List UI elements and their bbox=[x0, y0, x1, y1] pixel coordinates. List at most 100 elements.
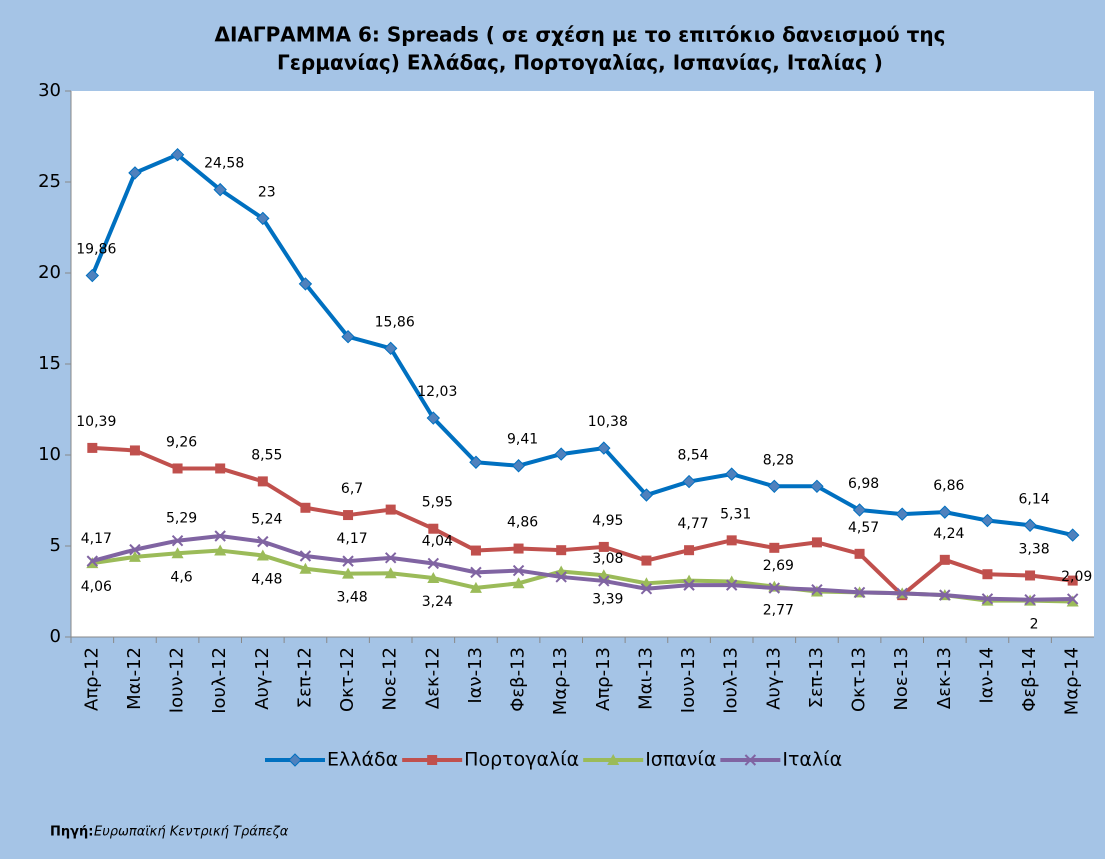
marker bbox=[470, 545, 481, 556]
marker bbox=[982, 569, 993, 580]
y-tick-label: 25 bbox=[38, 171, 61, 192]
marker bbox=[129, 445, 140, 456]
data-label: 5,29 bbox=[166, 511, 197, 527]
marker bbox=[1025, 570, 1036, 581]
marker bbox=[343, 510, 354, 521]
data-label: 8,55 bbox=[251, 447, 282, 463]
data-label: 4,95 bbox=[592, 513, 623, 529]
x-tick-label: Απρ-13 bbox=[593, 647, 614, 711]
x-tick-label: Οκτ-13 bbox=[849, 647, 870, 712]
marker bbox=[724, 467, 739, 481]
plot-area bbox=[71, 91, 1094, 637]
x-tick-label: Ιαν-13 bbox=[465, 647, 486, 704]
marker bbox=[512, 577, 525, 589]
marker bbox=[938, 505, 952, 519]
marker bbox=[256, 549, 269, 561]
data-label: 19,86 bbox=[76, 242, 116, 258]
data-label: 12,03 bbox=[417, 384, 457, 400]
series: 4,17 5,29 5,24 4,17 4,04 3,08 2,69 2,09 bbox=[81, 511, 1092, 606]
data-label: 3,39 bbox=[592, 591, 623, 607]
data-label: 4,77 bbox=[677, 516, 708, 532]
data-label: 5,95 bbox=[422, 495, 453, 511]
legend-label: Πορτογαλία bbox=[464, 749, 579, 771]
marker bbox=[470, 566, 482, 579]
data-label: 6,86 bbox=[933, 478, 964, 494]
x-tick-label: Ιουν-12 bbox=[167, 647, 188, 713]
y-tick-label: 0 bbox=[50, 626, 61, 647]
x-tick-label: Σεπ-12 bbox=[294, 647, 315, 708]
data-label: 6,14 bbox=[1018, 491, 1049, 507]
marker bbox=[256, 211, 270, 226]
marker bbox=[895, 507, 909, 521]
marker bbox=[128, 166, 142, 180]
marker bbox=[86, 555, 99, 567]
legend-label: Ιταλία bbox=[782, 749, 842, 771]
marker bbox=[639, 488, 654, 502]
data-label: 2,69 bbox=[763, 558, 794, 574]
marker bbox=[383, 341, 398, 356]
x-tick-label: Μαρ-13 bbox=[550, 647, 571, 715]
x-tick-label: Ιουν-13 bbox=[678, 647, 699, 713]
data-label: 2 bbox=[1030, 617, 1039, 633]
marker bbox=[214, 544, 227, 556]
data-label: 23 bbox=[258, 184, 276, 200]
marker bbox=[87, 442, 98, 453]
marker bbox=[426, 411, 441, 425]
marker bbox=[768, 582, 781, 594]
data-label: 10,39 bbox=[76, 414, 116, 430]
y-tick-label: 10 bbox=[38, 444, 61, 465]
marker bbox=[213, 182, 227, 197]
data-label: 4,17 bbox=[336, 531, 367, 547]
data-label: 4,24 bbox=[933, 526, 964, 542]
marker bbox=[1067, 575, 1078, 586]
marker bbox=[298, 277, 313, 291]
marker bbox=[300, 502, 311, 513]
data-label: 3,48 bbox=[336, 590, 367, 606]
y-tick-label: 5 bbox=[50, 535, 61, 556]
marker bbox=[597, 441, 611, 455]
marker bbox=[554, 447, 568, 461]
marker bbox=[299, 562, 312, 574]
marker bbox=[725, 579, 738, 591]
marker bbox=[896, 587, 908, 600]
data-label: 10,38 bbox=[588, 414, 628, 430]
data-label: 8,28 bbox=[763, 452, 794, 468]
marker bbox=[170, 147, 185, 162]
marker bbox=[512, 564, 525, 577]
data-label: 4,48 bbox=[251, 571, 282, 587]
y-tick-label: 15 bbox=[38, 353, 61, 374]
data-label: 6,7 bbox=[341, 481, 363, 497]
y-tick-label: 30 bbox=[38, 80, 61, 101]
data-label: 2,77 bbox=[763, 603, 794, 619]
marker bbox=[384, 567, 397, 579]
marker bbox=[683, 579, 695, 591]
data-label: 5,31 bbox=[720, 506, 751, 522]
marker bbox=[85, 268, 100, 283]
marker bbox=[1066, 595, 1079, 607]
data-label: 8,54 bbox=[677, 448, 708, 464]
marker bbox=[641, 555, 652, 566]
x-tick-label: Ιαν-14 bbox=[976, 647, 997, 704]
x-tick-label: Φεβ-13 bbox=[508, 647, 529, 712]
x-tick-label: Φεβ-14 bbox=[1019, 647, 1040, 712]
marker bbox=[555, 571, 567, 583]
marker bbox=[981, 593, 994, 605]
marker bbox=[1024, 593, 1036, 606]
data-label: 4,17 bbox=[81, 531, 112, 547]
data-label: 4,57 bbox=[848, 520, 879, 536]
marker bbox=[384, 552, 397, 564]
marker bbox=[1023, 518, 1037, 532]
x-tick-label: Νοε-12 bbox=[380, 647, 401, 711]
marker bbox=[598, 541, 609, 552]
marker bbox=[939, 589, 951, 601]
marker bbox=[428, 523, 439, 534]
marker bbox=[511, 459, 526, 473]
legend-label: Ελλάδα bbox=[327, 749, 398, 771]
data-label: 2,09 bbox=[1061, 569, 1092, 585]
source-label: Πηγή: bbox=[50, 825, 93, 840]
marker bbox=[469, 581, 482, 593]
marker bbox=[257, 476, 268, 487]
marker bbox=[385, 504, 396, 515]
marker bbox=[744, 754, 757, 766]
